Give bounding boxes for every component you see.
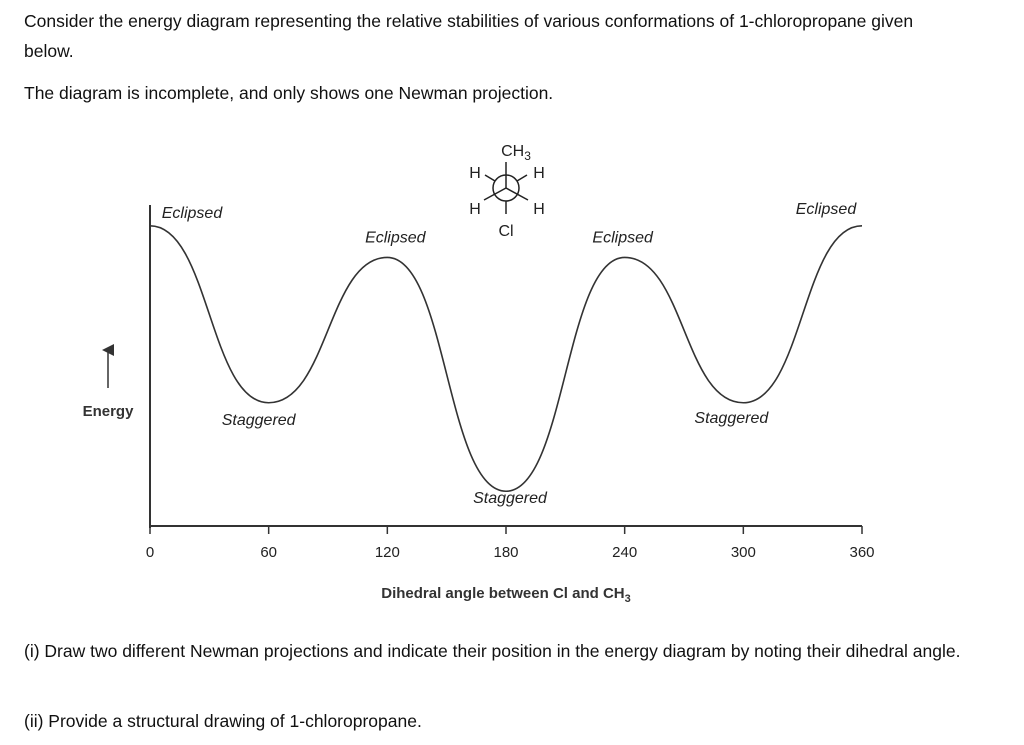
x-tick-label: 60 [260,544,277,561]
conformation-label-eclipsed: Eclipsed [365,229,427,246]
newman-back-right: H [533,201,545,218]
conformation-label-eclipsed: Eclipsed [592,229,654,246]
question-intro: Consider the energy diagram representing… [24,11,914,61]
question-note: The diagram is incomplete, and only show… [24,83,554,103]
question-part-i: (i) Draw two different Newman projection… [24,641,961,661]
newman-front-top: CH3 [501,143,531,163]
x-tick-label: 300 [731,544,756,561]
newman-back-bottom: Cl [498,223,513,240]
conformation-label-staggered: Staggered [222,412,297,429]
newman-front-left: H [469,165,481,182]
conformation-label-eclipsed: Eclipsed [162,205,224,222]
newman-front-right: H [533,165,545,182]
x-tick-label: 360 [849,544,874,561]
newman-projection: CH3 H H H H Cl [469,143,545,240]
x-axis-label: Dihedral angle between Cl and CH3 [381,585,631,605]
y-axis-label: Energy [83,403,135,420]
x-tick-label: 240 [612,544,637,561]
conformation-label-staggered: Staggered [473,490,548,507]
x-tick-label: 120 [375,544,400,561]
question-part-ii: (ii) Provide a structural drawing of 1-c… [24,711,422,731]
energy-curve [149,225,863,493]
x-tick-label: 180 [493,544,518,561]
newman-back-left: H [469,201,481,218]
x-tick-label: 0 [146,544,154,561]
conformation-label-eclipsed: Eclipsed [796,201,858,218]
conformation-label-staggered: Staggered [694,410,769,427]
